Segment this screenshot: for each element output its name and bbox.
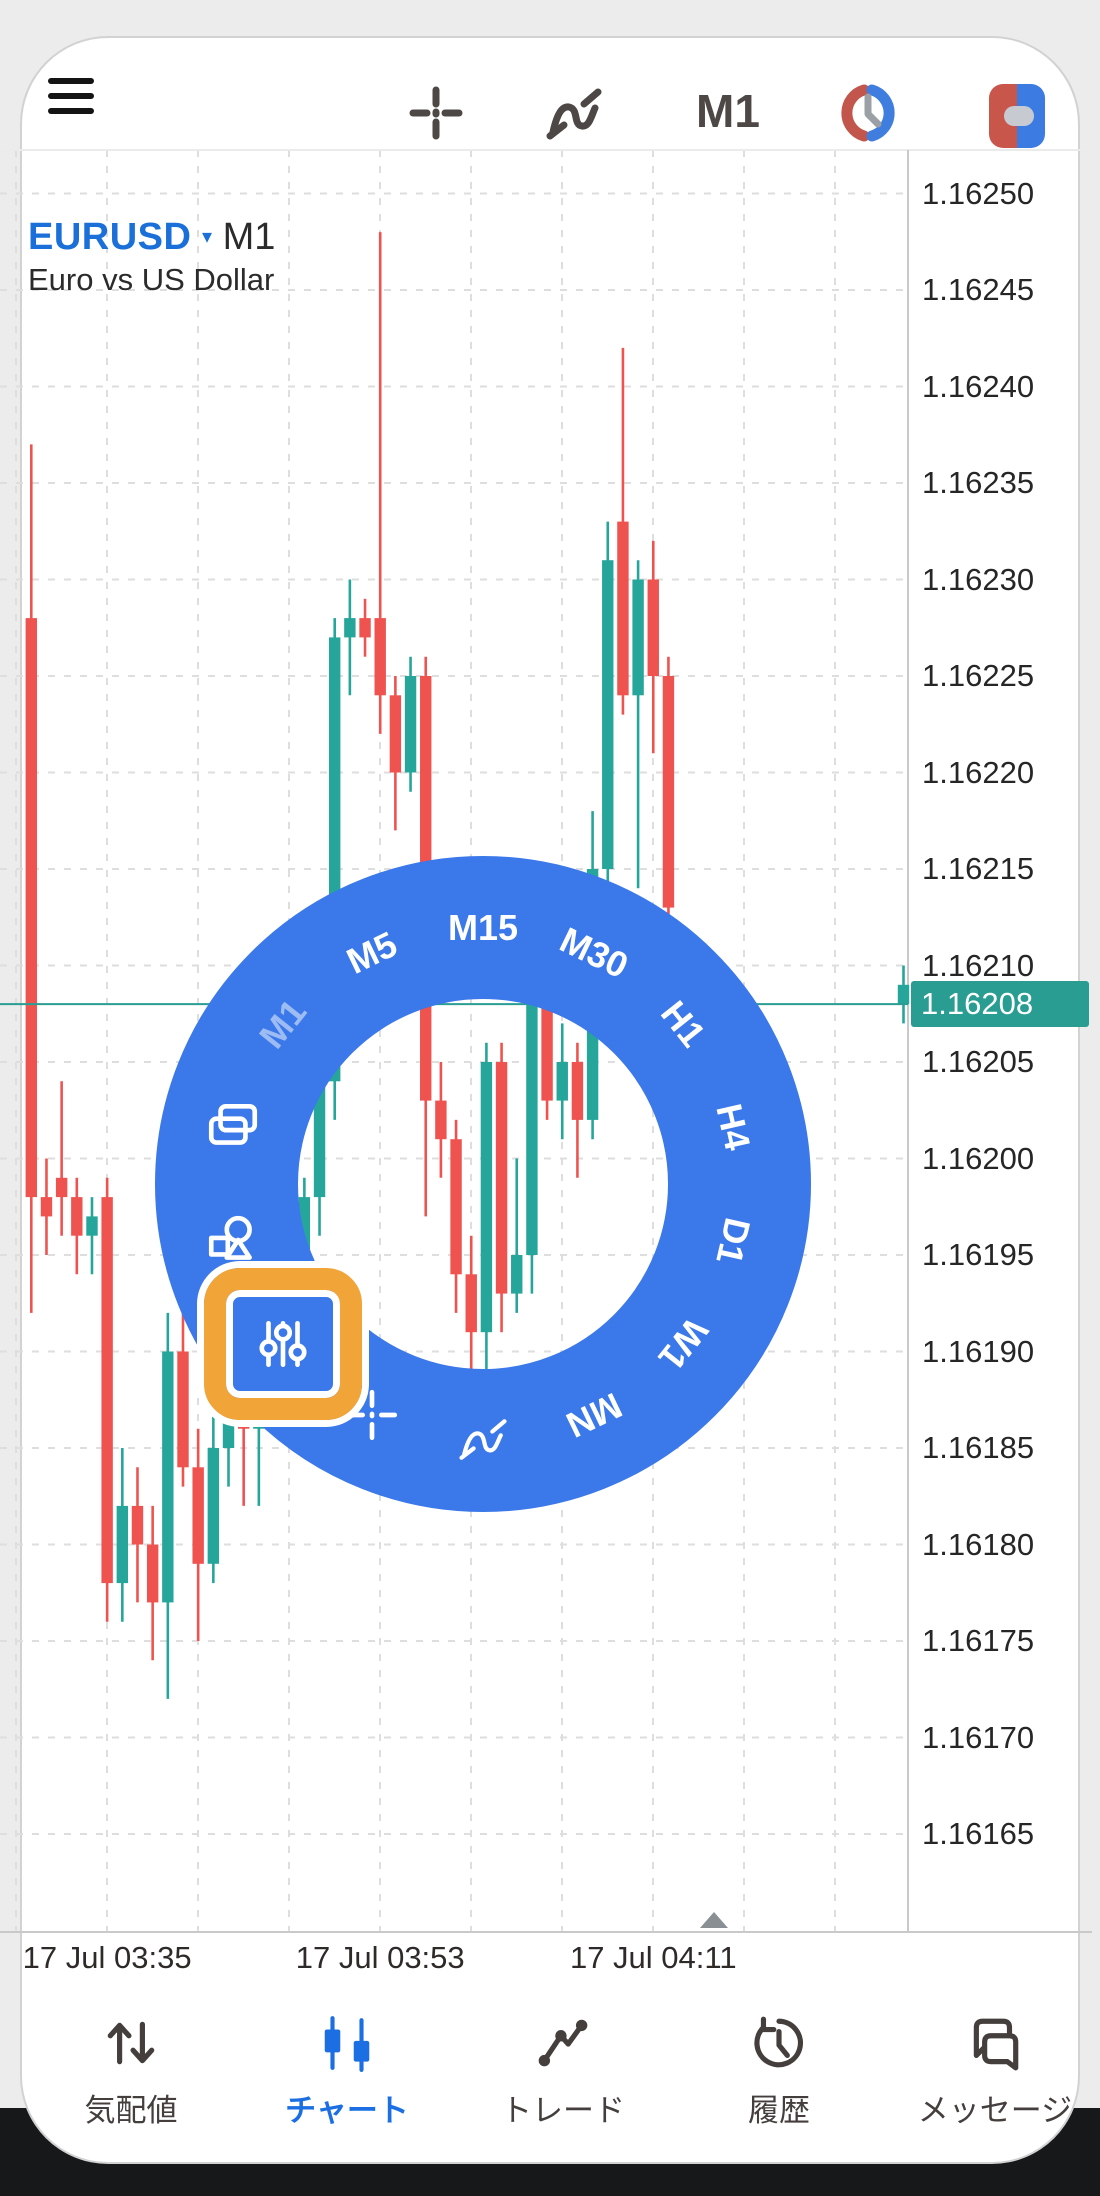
tab-label: 履歴: [748, 2093, 810, 2128]
symbol-name[interactable]: EURUSD: [28, 216, 192, 258]
ring-timeframe-m15[interactable]: M15: [447, 906, 519, 949]
price-tick: 1.16250: [922, 175, 1035, 211]
chart-end-marker-icon: [700, 1912, 728, 1928]
tab-history-clock[interactable]: 履歴: [679, 2014, 879, 2130]
sessions-clock-icon[interactable]: [838, 83, 898, 143]
price-tick: 1.16225: [922, 658, 1035, 693]
current-price-badge: 1.16208: [911, 981, 1089, 1027]
menu-icon[interactable]: [48, 78, 94, 114]
time-label: 17 Jul 04:11: [569, 1940, 737, 1975]
tab-chart-candles[interactable]: チャート: [247, 2014, 447, 2130]
price-tick: 1.16200: [922, 1140, 1035, 1176]
history-clock-icon: [750, 2014, 808, 2072]
price-tick: 1.16165: [922, 1816, 1035, 1851]
quotes-arrows-icon: [102, 2014, 160, 2072]
price-tick: 1.16245: [922, 272, 1035, 307]
price-tick: 1.16205: [922, 1044, 1035, 1079]
price-tick: 1.16190: [922, 1333, 1035, 1369]
toolbar-timeframe[interactable]: M1: [696, 85, 760, 137]
ring-crosshair-icon[interactable]: [343, 1386, 401, 1444]
ring-windows-copy-icon[interactable]: [204, 1098, 262, 1156]
price-tick: 1.16175: [922, 1623, 1035, 1658]
tab-label: 気配値: [84, 2093, 178, 2128]
time-label: 17 Jul 03:35: [22, 1940, 192, 1975]
crosshair-icon[interactable]: [405, 82, 467, 144]
ring-indicator-wave-icon[interactable]: [454, 1411, 512, 1469]
symbol-timeframe: M1: [222, 216, 276, 258]
tab-label: メッセージ: [917, 2093, 1073, 2128]
symbol-header[interactable]: EURUSD ▾ M1: [28, 216, 275, 259]
ring-objects-shapes-icon[interactable]: [204, 1212, 262, 1270]
tab-label: チャート: [285, 2093, 409, 2128]
price-tick: 1.16210: [922, 947, 1035, 983]
price-tick: 1.16230: [922, 561, 1035, 597]
price-tick: 1.16180: [922, 1526, 1035, 1562]
tab-quotes-arrows[interactable]: 気配値: [31, 2014, 231, 2130]
tab-messages-bubbles[interactable]: メッセージ: [895, 2014, 1095, 2130]
messages-bubbles-icon: [966, 2014, 1024, 2072]
symbol-description: Euro vs US Dollar: [28, 262, 275, 297]
price-tick: 1.16215: [922, 851, 1035, 886]
highlight-box[interactable]: [203, 1267, 362, 1420]
indicators-icon[interactable]: [540, 80, 606, 144]
tab-label: トレード: [501, 2093, 625, 2128]
ring-settings-sliders-icon[interactable]: [254, 1315, 312, 1373]
price-tick: 1.16220: [922, 754, 1035, 790]
price-tick: 1.16185: [922, 1430, 1035, 1465]
objects-window-icon[interactable]: [987, 82, 1047, 150]
chart-candles-icon: [318, 2014, 376, 2072]
symbol-dropdown-icon[interactable]: ▾: [202, 226, 213, 248]
price-tick: 1.16195: [922, 1237, 1035, 1272]
price-tick: 1.16235: [922, 465, 1035, 500]
price-tick: 1.16170: [922, 1719, 1035, 1755]
trade-zigzag-icon: [534, 2014, 592, 2072]
price-tick: 1.16240: [922, 368, 1035, 404]
tab-trade-zigzag[interactable]: トレード: [463, 2014, 663, 2130]
time-label: 17 Jul 03:53: [295, 1940, 465, 1975]
